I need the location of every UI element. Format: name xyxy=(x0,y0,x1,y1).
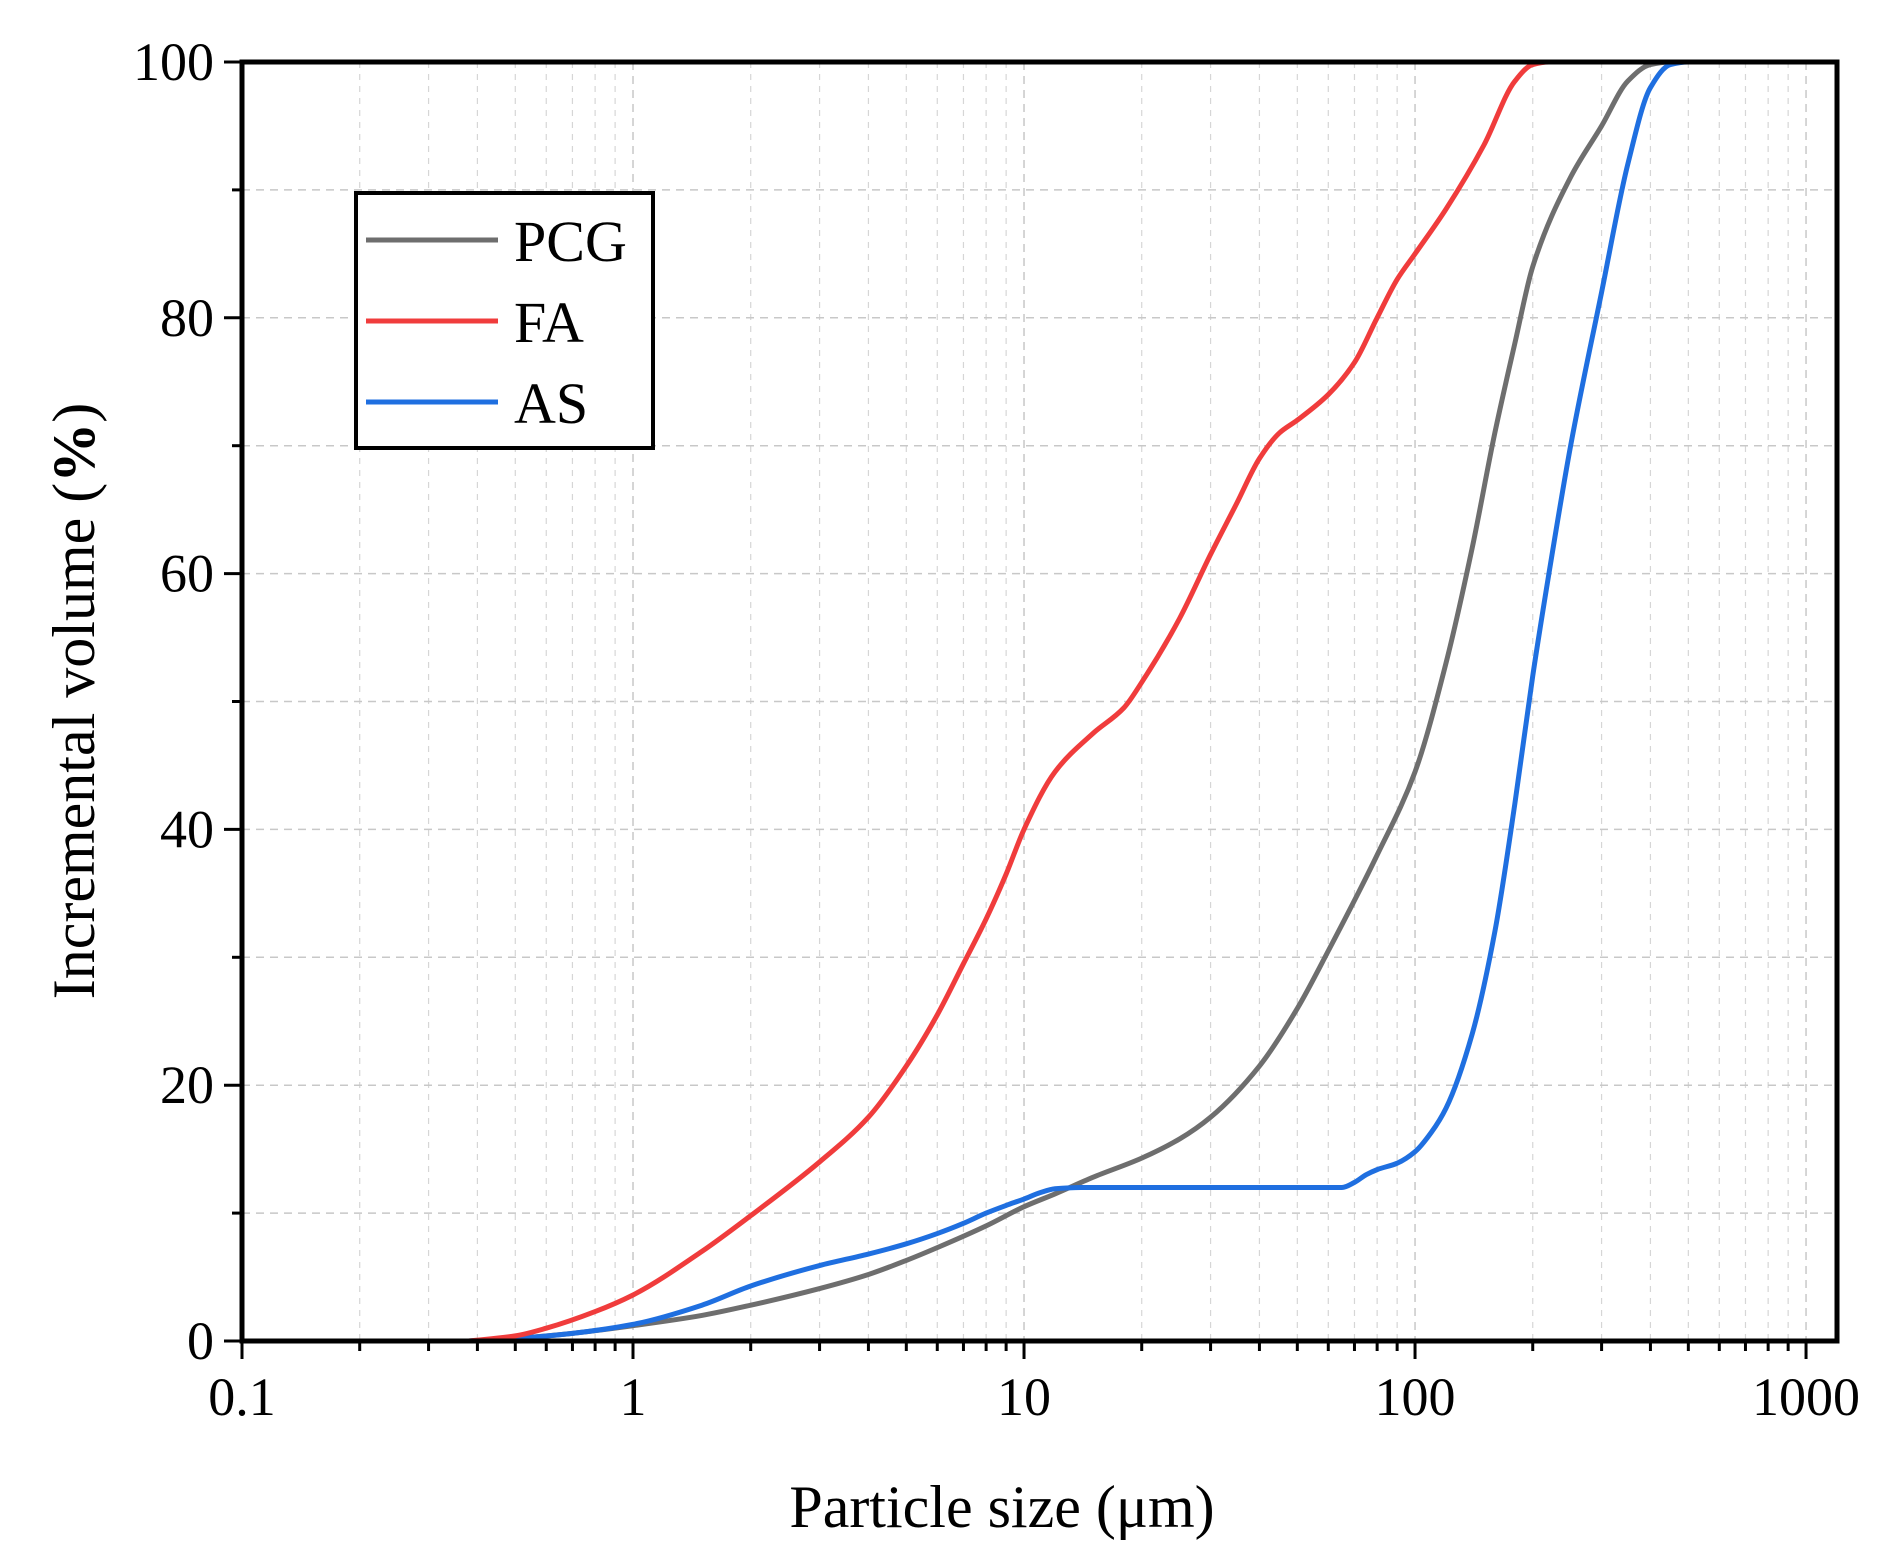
y-axis-title: Incremental volume (%) xyxy=(41,403,107,999)
grid xyxy=(242,62,1837,1341)
y-tick-label: 80 xyxy=(160,288,214,348)
legend-label-fa: FA xyxy=(514,290,584,355)
x-tick-label: 10 xyxy=(997,1367,1051,1427)
ticks xyxy=(224,60,1808,1359)
series-line-pcg xyxy=(466,59,1840,1344)
legend-label-as: AS xyxy=(514,371,588,436)
legend-label-pcg: PCG xyxy=(514,209,627,274)
series-group xyxy=(466,59,1840,1344)
x-tick-label: 100 xyxy=(1375,1367,1456,1427)
x-tick-label: 1 xyxy=(620,1367,647,1427)
y-tick-label: 40 xyxy=(160,799,214,859)
y-axis-title-main: Incremental volume ( xyxy=(41,483,107,999)
series-line-fa xyxy=(466,59,1840,1344)
tick-labels: 0.1 1 10 100 1000 0 20 40 60 80 100 xyxy=(133,32,1860,1427)
legend: PCG FA AS xyxy=(354,191,655,450)
y-axis-title-end: ) xyxy=(41,403,107,423)
x-axis-title: Particle size (μm) xyxy=(789,1474,1214,1540)
x-tick-label: 1000 xyxy=(1752,1367,1860,1427)
y-tick-label: 20 xyxy=(160,1055,214,1115)
x-tick-label: 0.1 xyxy=(208,1367,276,1427)
series-line-as xyxy=(466,59,1840,1344)
y-tick-label: 60 xyxy=(160,544,214,604)
y-axis-title-bold: % xyxy=(41,423,107,483)
y-tick-label: 100 xyxy=(133,32,214,92)
y-tick-label: 0 xyxy=(187,1311,214,1371)
